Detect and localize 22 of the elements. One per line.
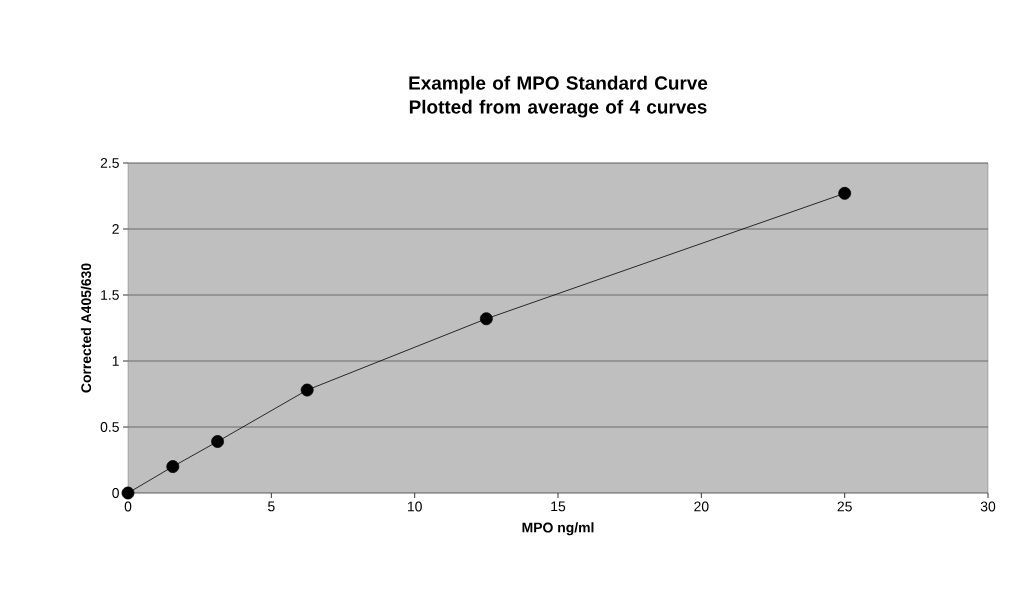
x-tick-label: 20 bbox=[694, 501, 709, 512]
point bbox=[300, 383, 314, 397]
y-tick-label: 1 bbox=[112, 356, 119, 366]
point bbox=[838, 186, 852, 200]
y-axis-title: Corrected A405/630 bbox=[80, 263, 92, 393]
x-tick-label: 15 bbox=[551, 501, 566, 512]
y-tick-label: 2.5 bbox=[100, 158, 119, 168]
y-tick-label: 0.5 bbox=[100, 422, 119, 432]
x-tick-label: 10 bbox=[407, 501, 422, 512]
chart-title: Example of MPO Standard Curve Plotted from average of 4 curves bbox=[409, 75, 708, 118]
x-axis-title: MPO ng/ml bbox=[522, 522, 594, 536]
point bbox=[166, 460, 180, 473]
x-tick-label: 0 bbox=[124, 501, 132, 512]
point bbox=[211, 435, 224, 448]
y-tick-label: 2 bbox=[112, 224, 119, 234]
x-tick-label: 25 bbox=[837, 501, 852, 512]
x-tick-label: 30 bbox=[980, 501, 996, 512]
point bbox=[121, 486, 135, 500]
y-tick-label: 1.5 bbox=[101, 290, 119, 300]
y-tick-label: 0 bbox=[112, 488, 119, 498]
point bbox=[479, 312, 493, 326]
x-tick-label: 5 bbox=[268, 501, 275, 512]
